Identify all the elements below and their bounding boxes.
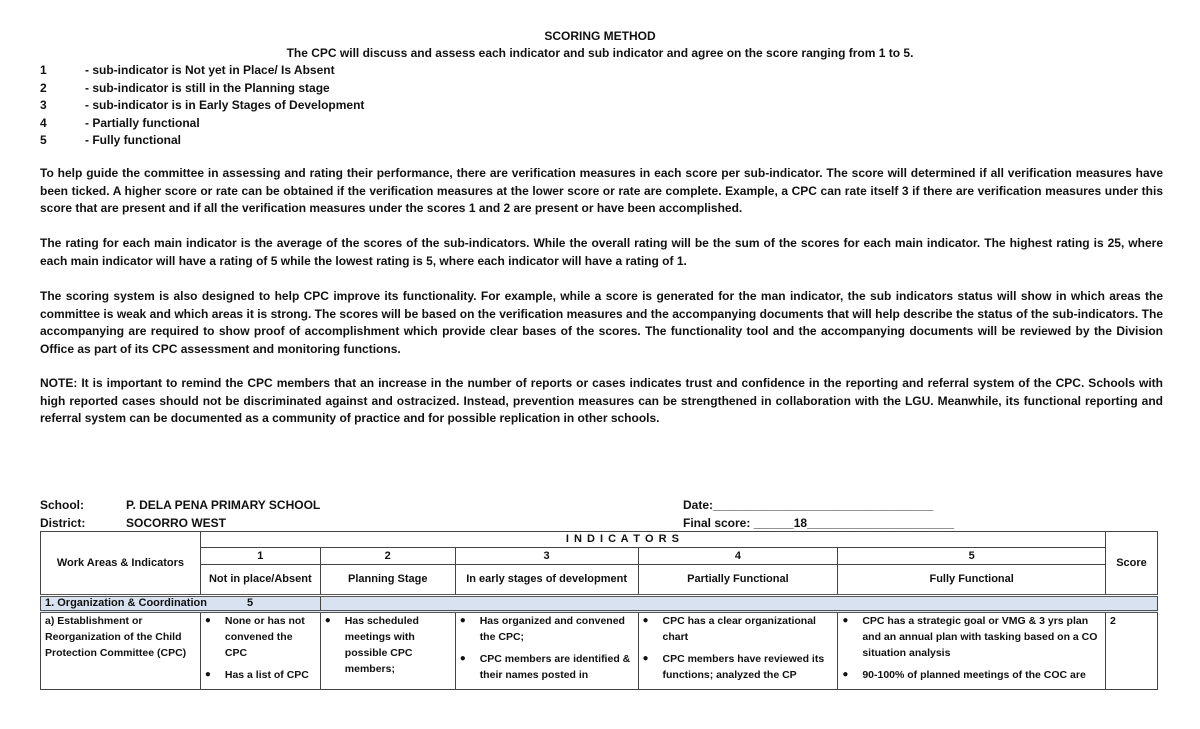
scale-item: 1 - sub-indicator is Not yet in Place/ Is… xyxy=(40,62,335,80)
indicators-table: Work Areas & Indicators I N D I C A T O … xyxy=(40,531,1159,690)
indicator-cell: ● None or has not convened the CPC ● Has a … xyxy=(199,611,321,690)
bullet-text: CPC members are identified & their names… xyxy=(479,653,631,681)
scale-item: 5 - Fully functional xyxy=(40,132,181,150)
bullet-icon: ● xyxy=(324,615,331,626)
bullet-item: ● None or has not convened the CPC xyxy=(205,613,316,661)
district-label: District: xyxy=(40,516,86,530)
bullet-icon: ● xyxy=(204,669,211,680)
bullet-text: CPC members have reviewed its functions;… xyxy=(662,653,825,681)
bullet-text: Has a list of CPC xyxy=(224,669,309,681)
indicator-cell: ● CPC has a clear organizational chart ● CP… xyxy=(637,611,839,690)
indicator-name: a) Establishment or Reorganization of th… xyxy=(40,611,201,690)
page-title: SCORING METHOD xyxy=(544,29,656,43)
bullet-text: CPC has a clear organizational chart xyxy=(662,615,816,643)
bullet-icon: ● xyxy=(842,669,849,680)
bullet-text: Has scheduled meetings with possible CPC… xyxy=(344,615,419,675)
paragraph: NOTE: It is important to remind the CPC … xyxy=(40,376,1163,426)
scale-item: 2 - sub-indicator is still in the Plannin… xyxy=(40,80,330,98)
final-score: Final score: ______18___________________… xyxy=(683,516,954,530)
indicators-header: I N D I C A T O R S xyxy=(199,531,1106,548)
bullet-icon: ● xyxy=(204,615,211,626)
paragraph: The rating for each main indicator is th… xyxy=(40,236,1163,268)
bullet-icon: ● xyxy=(642,615,649,626)
section-label: 1. Organization & Coordination xyxy=(45,597,207,609)
section-value: 5 xyxy=(246,597,254,609)
scale-description: - sub-indicator is Not yet in Place/ Is … xyxy=(85,63,335,77)
date-field: Date:_________________________________ xyxy=(683,498,934,512)
bullet-item: ● Has organized and convened the CPC; xyxy=(460,613,634,645)
level-label: Fully Functional xyxy=(837,564,1106,596)
scale-number: 1 xyxy=(40,63,47,77)
level-number: 4 xyxy=(637,547,839,565)
level-label: Not in place/Absent xyxy=(199,564,321,596)
bullet-text: None or has not convened the CPC xyxy=(224,615,305,659)
level-number: 2 xyxy=(319,547,456,565)
bullet-text: CPC has a strategic goal or VMG & 3 yrs … xyxy=(862,615,1098,659)
bullet-text: Has organized and convened the CPC; xyxy=(479,615,625,643)
row-score: 2 xyxy=(1104,611,1159,690)
level-label: Partially Functional xyxy=(637,564,839,596)
scale-number: 4 xyxy=(40,115,47,130)
bullet-icon: ● xyxy=(459,615,466,626)
scale-number: 2 xyxy=(40,80,47,95)
indicator-cell: ● CPC has a strategic goal or VMG & 3 yrs… xyxy=(837,611,1106,690)
indicator-cell: ● Has organized and convened the CPC; ● CPC… xyxy=(454,611,639,690)
school-label: School: xyxy=(40,498,84,512)
indicator-cell: ● Has scheduled meetings with possible CP… xyxy=(319,611,456,690)
bullet-item: ● Has a list of CPC xyxy=(205,667,316,683)
scale-description: - Partially functional xyxy=(85,115,200,130)
paragraph: The scoring system is also designed to h… xyxy=(40,289,1163,356)
work-areas-header: Work Areas & Indicators xyxy=(40,531,201,596)
table-row: a) Establishment or Reorganization of th… xyxy=(40,611,1159,690)
school-value: P. DELA PENA PRIMARY SCHOOL xyxy=(126,498,321,512)
scale-number: 5 xyxy=(40,133,47,147)
bullet-item: ● CPC members are identified & their name… xyxy=(460,651,634,683)
bullet-item: ● CPC has a strategic goal or VMG & 3 yrs… xyxy=(842,613,1101,661)
level-number: 3 xyxy=(454,547,639,565)
scale-description: - Fully functional xyxy=(85,133,181,147)
paragraph: To help guide the committee in assessing… xyxy=(40,166,1163,216)
district-value: SOCORRO WEST xyxy=(126,516,227,530)
scale-item: 4 - Partially functional xyxy=(40,115,200,133)
bullet-item: ● CPC has a clear organizational chart xyxy=(643,613,834,645)
bullet-item: ● CPC members have reviewed its functions… xyxy=(643,651,834,683)
page-subtitle: The CPC will discuss and assess each ind… xyxy=(286,46,914,60)
bullet-item: ● 90-100% of planned meetings of the COC … xyxy=(842,667,1101,683)
level-number: 1 xyxy=(199,547,321,565)
scale-item: 3 - sub-indicator is in Early Stages of D… xyxy=(40,97,364,115)
score-header: Score xyxy=(1104,531,1159,596)
bullet-item: ● Has scheduled meetings with possible CP… xyxy=(325,613,451,677)
level-label: Planning Stage xyxy=(319,564,456,596)
scale-number: 3 xyxy=(40,98,47,112)
level-number: 5 xyxy=(837,547,1106,565)
section-row: 1. Organization & Coordination 5 xyxy=(40,594,1159,613)
scale-description: - sub-indicator is in Early Stages of De… xyxy=(85,98,365,112)
bullet-text: 90-100% of planned meetings of the COC a… xyxy=(862,669,1086,681)
bullet-icon: ● xyxy=(842,615,849,626)
level-label: In early stages of development xyxy=(454,564,639,596)
bullet-icon: ● xyxy=(459,653,466,664)
bullet-icon: ● xyxy=(642,653,649,664)
scale-description: - sub-indicator is still in the Planning… xyxy=(85,80,330,95)
